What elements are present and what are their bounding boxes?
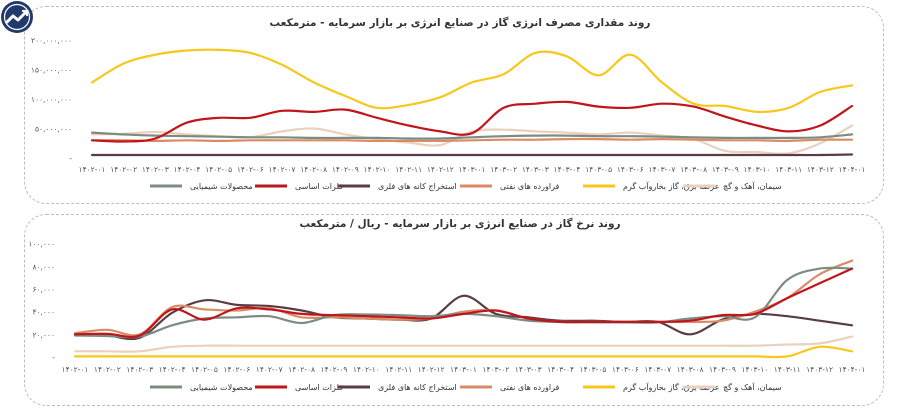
- x-tick-label: ۱۴۰۲-۱۱: [395, 165, 422, 174]
- legend-label: فلزات اساسی: [295, 383, 343, 392]
- x-tick-label: ۱۴۰۲-۱۰: [353, 365, 380, 374]
- x-tick-label: ۱۴۰۲-۱۱: [385, 365, 412, 374]
- x-tick-label: ۱۴۰۳-۰۸: [680, 165, 707, 174]
- x-tick-label: ۱۴۰۳-۰۱: [459, 165, 486, 174]
- x-tick-label: ۱۴۰۲-۰۵: [191, 365, 218, 374]
- y-tick-label: ۶۰,۰۰۰: [32, 285, 55, 294]
- x-tick-label: ۱۴۰۳-۰۵: [580, 365, 607, 374]
- x-tick-label: ۱۴۰۲-۰۹: [332, 165, 359, 174]
- series-line-5: [90, 48, 854, 114]
- y-tick-label: ۵۰,۰۰۰,۰۰۰: [35, 124, 72, 133]
- x-tick-label: ۱۴۰۲-۰۶: [223, 365, 250, 374]
- legend-label: فراورده های نفتی: [500, 383, 559, 392]
- legend-label: عرضه برق، گاز بخاروآب گرم: [623, 382, 719, 392]
- legend-label: استخراج کانه های فلزی: [378, 182, 457, 191]
- series-line-2: [73, 267, 854, 339]
- x-tick-label: ۱۴۰۴-۰۱: [839, 165, 866, 174]
- x-tick-label: ۱۴۰۳-۰۴: [547, 365, 574, 374]
- chart2-title: روند نرخ گاز در صنایع انرژی بر بازار سرم…: [299, 217, 620, 230]
- x-tick-label: ۱۴۰۳-۰۳: [515, 365, 542, 374]
- series-line-4: [90, 137, 854, 143]
- x-tick-label: ۱۴۰۲-۰۵: [205, 165, 232, 174]
- y-tick-label: -: [52, 353, 55, 362]
- chart2-group: - ۲۰,۰۰۰ ۴۰,۰۰۰ ۶۰,۰۰۰ ۸۰,۰۰۰ ۱۰۰,۰۰۰ ۱۴۰۲-۰۱ ۱…: [28, 240, 865, 392]
- x-tick-label: ۱۴۰۲-۰۴: [159, 365, 186, 374]
- x-tick-label: ۱۴۰۳-۰۸: [677, 365, 704, 374]
- x-tick-label: ۱۴۰۳-۱۲: [806, 365, 833, 374]
- x-tick-label: ۱۴۰۲-۰۶: [237, 165, 264, 174]
- x-tick-label: ۱۴۰۲-۰۸: [288, 365, 315, 374]
- series-line-3: [90, 153, 854, 157]
- x-tick-label: ۱۴۰۳-۱۱: [774, 365, 801, 374]
- series-line-1: [90, 131, 854, 140]
- x-tick-label: ۱۴۰۳-۰۷: [649, 165, 676, 174]
- chart1-group: - ۵۰,۰۰۰,۰۰۰ ۱۰۰,۰۰۰,۰۰۰ ۱۵۰,۰۰۰,۰۰۰ ۲۰۰,۰۰۰…: [31, 36, 865, 191]
- x-tick-label: ۱۴۰۳-۱۱: [775, 165, 802, 174]
- x-tick-label: ۱۴۰۳-۱۰: [744, 165, 771, 174]
- x-tick-label: ۱۴۰۲-۰۸: [300, 165, 327, 174]
- x-tick-label: ۱۴۰۳-۰۵: [585, 165, 612, 174]
- x-tick-label: ۱۴۰۳-۱۰: [741, 365, 768, 374]
- x-tick-label: ۱۴۰۲-۰۲: [110, 165, 137, 174]
- x-tick-label: ۱۴۰۳-۰۳: [522, 165, 549, 174]
- x-tick-label: ۱۴۰۲-۰۱: [62, 365, 89, 374]
- x-tick-label: ۱۴۰۳-۰۲: [490, 165, 517, 174]
- x-tick-label: ۱۴۰۲-۰۴: [174, 165, 201, 174]
- x-tick-label: ۱۴۰۲-۰۷: [269, 165, 296, 174]
- x-tick-label: ۱۴۰۲-۰۳: [142, 165, 169, 174]
- y-tick-label: ۲۰۰,۰۰۰,۰۰۰: [31, 36, 72, 45]
- legend-label: محصولات شیمیایی: [190, 383, 253, 392]
- y-tick-label: ۱۰۰,۰۰۰,۰۰۰: [31, 95, 72, 104]
- y-tick-label: ۱۰۰,۰۰۰: [28, 240, 55, 249]
- volume-chart-panel: [24, 6, 884, 204]
- x-tick-label: ۱۴۰۲-۰۳: [126, 365, 153, 374]
- x-tick-label: ۱۴۰۳-۰۶: [612, 365, 639, 374]
- y-tick-label: ۲۰,۰۰۰: [32, 330, 55, 339]
- legend-label: سیمان، آهک و گچ: [723, 382, 782, 392]
- y-tick-label: ۱۵۰,۰۰۰,۰۰۰: [31, 65, 72, 74]
- legend-label: عرضه برق، گاز بخاروآب گرم: [623, 181, 719, 191]
- legend-label: فراورده های نفتی: [500, 182, 559, 191]
- y-tick-label: ۸۰,۰۰۰: [32, 262, 55, 271]
- series-line-6: [73, 335, 854, 353]
- legend-label: سیمان، آهک و گچ: [723, 181, 782, 191]
- x-tick-label: ۱۴۰۲-۰۲: [94, 365, 121, 374]
- x-tick-label: ۱۴۰۳-۰۶: [617, 165, 644, 174]
- x-tick-label: ۱۴۰۳-۰۷: [644, 365, 671, 374]
- legend-label: فلزات اساسی: [295, 182, 343, 191]
- series-line-5: [73, 345, 854, 359]
- x-tick-label: ۱۴۰۲-۱۰: [364, 165, 391, 174]
- x-tick-label: ۱۴۰۳-۰۴: [554, 165, 581, 174]
- x-tick-label: ۱۴۰۲-۱۲: [418, 365, 445, 374]
- series-line-2: [90, 100, 854, 143]
- y-tick-label: ۴۰,۰۰۰: [32, 308, 55, 317]
- x-tick-label: ۱۴۰۳-۰۹: [712, 165, 739, 174]
- x-tick-label: ۱۴۰۲-۰۷: [256, 365, 283, 374]
- x-tick-label: ۱۴۰۲-۰۱: [79, 165, 106, 174]
- x-tick-label: ۱۴۰۳-۰۱: [450, 365, 477, 374]
- x-tick-label: ۱۴۰۴-۰۱: [839, 365, 866, 374]
- y-tick-label: -: [69, 154, 72, 163]
- x-tick-label: ۱۴۰۳-۰۹: [709, 365, 736, 374]
- x-tick-label: ۱۴۰۳-۰۲: [482, 365, 509, 374]
- series-line-4: [73, 259, 854, 337]
- legend-label: محصولات شیمیایی: [190, 182, 253, 191]
- x-tick-label: ۱۴۰۲-۱۲: [427, 165, 454, 174]
- brand-logo-icon: [1, 1, 33, 33]
- x-tick-label: ۱۴۰۳-۱۲: [807, 165, 834, 174]
- chart1-title: روند مقداری مصرف انرژی گاز در صنایع انرژ…: [270, 16, 651, 29]
- x-tick-label: ۱۴۰۲-۰۹: [321, 365, 348, 374]
- legend-label: استخراج کانه های فلزی: [378, 383, 457, 392]
